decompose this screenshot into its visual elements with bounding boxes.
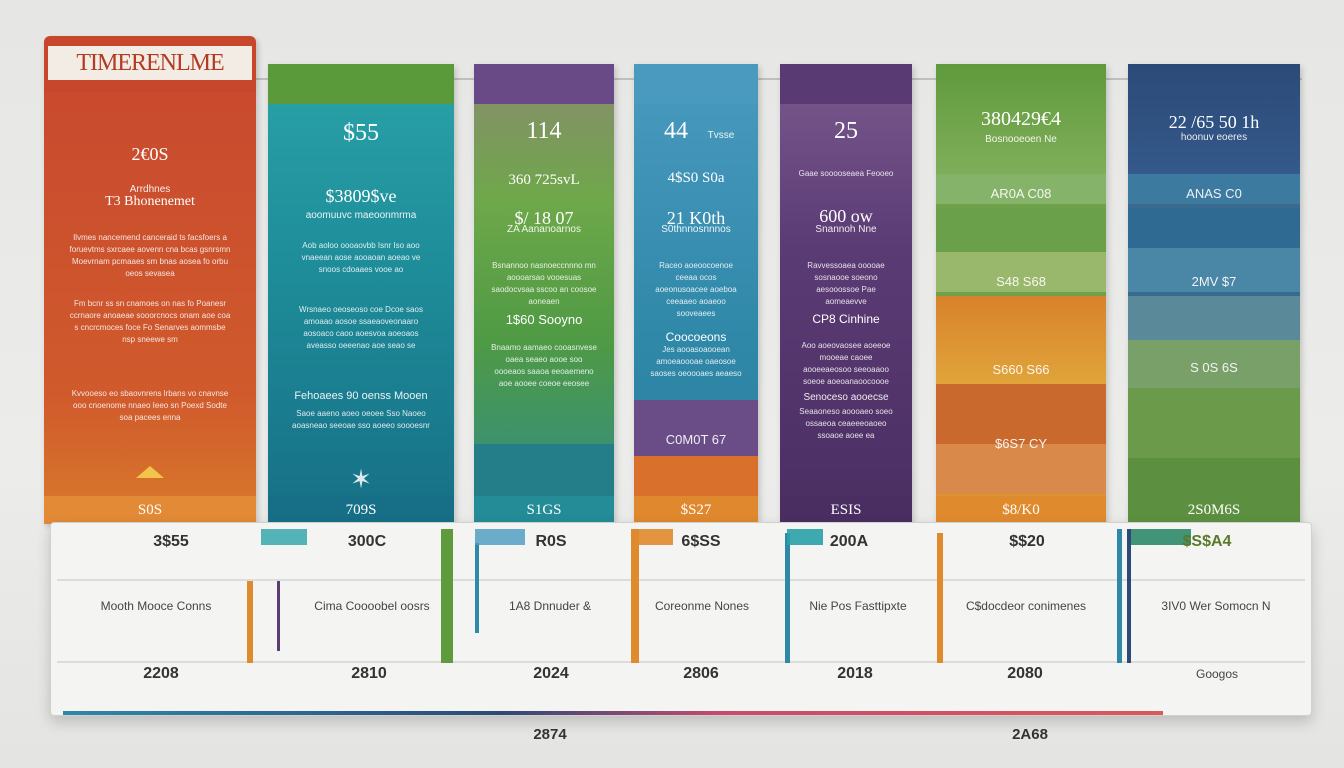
- column-2-para-1: Aob aoloo oooaovbb Isnr Iso aoo vnaeean …: [301, 241, 421, 274]
- column-3-lower-panel: [474, 444, 614, 496]
- column-5-sub-4: Senoceso aooecse: [803, 392, 889, 403]
- column-4-value: 44: [664, 118, 688, 144]
- column-4: 44 Tvsse 4$S0 S0a 21 K0th S0thnnosnnnos …: [634, 64, 758, 524]
- column-4-sub-1: Tvsse: [707, 130, 735, 141]
- column-7-band-2: 2MV $7: [1191, 274, 1237, 289]
- event-label-3: 1A8 Dnnuder &: [508, 599, 592, 613]
- column-2: $55 $3809$ve aoomuuvc maeoonmrma Aob aol…: [268, 64, 454, 524]
- axis-year-1: 2874: [533, 726, 567, 743]
- header-tab: TIMERENLME: [44, 36, 256, 92]
- column-2-footer: 709S: [268, 496, 454, 524]
- top-year-3: R0S: [535, 533, 567, 550]
- column-6-footer: $8/K0: [936, 496, 1106, 524]
- column-6-band-2: S48 S68: [996, 274, 1046, 289]
- column-6-band-4: $6S7 CY: [994, 436, 1048, 451]
- bottom-year-7: Googos: [1195, 667, 1239, 681]
- column-1-footer: S0S: [44, 496, 256, 524]
- column-3-para-1: Bsnannoo nasnoeccnnno mn aoooarsao vooes…: [491, 261, 597, 306]
- column-6-band-3: S660 S66: [992, 362, 1050, 377]
- column-4-band-text: C0M0T 67: [665, 432, 727, 447]
- column-4-value-3: 21 K0th: [666, 208, 726, 228]
- column-5-sub-2: Snannoh Nne: [815, 224, 877, 235]
- column-1-para-1: Ilvmes nancemend canceraid ts facsfoers …: [69, 233, 231, 278]
- column-5-value: 25: [834, 118, 858, 144]
- marker-icon: [136, 466, 164, 478]
- column-6-band-1: AR0A C08: [990, 186, 1052, 201]
- column-5-para-3: Seaaoneso aoooaeo soeo ossaeoa ceaeeeoao…: [799, 407, 893, 440]
- column-4-para-1: Raceo aoeoocoenoe ceeaa ocos aoeonusoace…: [655, 261, 737, 318]
- event-label-1: Mooth Mooce Conns: [100, 599, 212, 613]
- column-4-value-2: 4$S0 S0a: [667, 170, 725, 186]
- event-label-6: C$docdeor conimenes: [965, 599, 1087, 613]
- column-4-sub-3: Coocoeons: [665, 330, 727, 344]
- event-label-5: Nie Pos Fasttipxte: [809, 599, 907, 613]
- column-2-value-2: $3809$ve: [325, 186, 397, 206]
- column-3-value-2: 360 725svL: [508, 172, 580, 188]
- column-7-value: 22 /65 50 1h: [1168, 112, 1260, 132]
- axis-year-2: 2A68: [1012, 726, 1048, 743]
- bottom-year-4: 2806: [683, 665, 719, 682]
- column-4-orange-band: [634, 456, 758, 496]
- timeline-panel: 3$55 300C R0S 6$SS 200A $$20 $S$A4 Mooth…: [50, 522, 1312, 716]
- column-1-value: 2€0S: [131, 144, 169, 164]
- bottom-year-1: 2208: [143, 665, 179, 682]
- column-4-para-2: Jes aooasoaooean amoeaoooae oaeosoe saos…: [650, 345, 742, 378]
- column-7-sub-1: hoonuv eoeres: [1180, 132, 1248, 143]
- column-7-footer: 2S0M6S: [1128, 496, 1300, 524]
- event-label-7: 3IV0 Wer Somocn N: [1161, 599, 1271, 613]
- column-5: 25 Gaae sooooseaea Feooeo 600 ow Snannoh…: [780, 64, 912, 524]
- column-5-sub-3: CP8 Cinhine: [812, 312, 880, 326]
- bottom-year-3: 2024: [533, 665, 569, 682]
- column-7-band-3: S 0S 6S: [1190, 360, 1238, 375]
- column-6-sub-1: Bosnooeoen Ne: [985, 134, 1057, 145]
- column-7-band-1: ANAS C0: [1186, 186, 1242, 201]
- column-5-sub-1: Gaae sooooseaea Feooeo: [798, 169, 894, 178]
- column-2-para-3: Saoe aaeno aoeo oeoee Sso Naoeo aoasneao…: [292, 409, 430, 430]
- column-3: 114 360 725svL $/ 18 07 ZA Aananoarnos B…: [474, 64, 614, 524]
- column-5-footer: ESIS: [780, 496, 912, 524]
- top-year-1: 3$55: [153, 533, 189, 550]
- top-year-5: 200A: [829, 533, 869, 550]
- column-2-value: $55: [343, 120, 379, 146]
- column-5-para-2: Aoo aoeovaosee aoeeoe mooeae caoee aooee…: [801, 341, 891, 386]
- top-year-4: 6$SS: [681, 533, 721, 550]
- column-4-sub-2: S0thnnosnnnos: [661, 224, 731, 235]
- column-3-value-4: 1$60 Sooyno: [505, 312, 583, 327]
- column-3-value-3: $/ 18 07: [514, 208, 574, 228]
- column-5-para-1: Ravvessoaea ooooae sosnaooe soeono aesoo…: [807, 261, 885, 306]
- bottom-year-5: 2018: [837, 665, 873, 682]
- column-6-value: 380429€4: [981, 108, 1061, 130]
- column-6: 380429€4 Bosnooeoen Ne AR0A C08 S48 S68 …: [936, 64, 1106, 524]
- column-3-footer: S1GS: [474, 496, 614, 524]
- column-4-purple-band: [634, 400, 758, 456]
- top-year-6: $$20: [1009, 533, 1045, 550]
- top-year-7: $S$A4: [1182, 533, 1232, 550]
- column-1-para-2: Fm bcnr ss sn cnamoes on nas fo Poanesr …: [69, 299, 231, 344]
- column-1-para-3: Kvvooeso eo sbaovnrens lrbans vo cnavnse…: [71, 389, 229, 422]
- bottom-year-2: 2810: [351, 665, 387, 682]
- event-label-2: Cima Coooobel oosrs: [314, 599, 430, 613]
- header-title: TIMERENLME: [76, 50, 224, 76]
- top-year-2: 300C: [347, 533, 387, 550]
- column-4-footer: $S27: [634, 496, 758, 524]
- bottom-year-6: 2080: [1007, 665, 1043, 682]
- star-icon: ✶: [350, 464, 372, 494]
- column-1: 2€0S Arrdhnes T3 Bhonenemet Ilvmes nance…: [44, 92, 256, 524]
- column-1-title: T3 Bhonenemet: [105, 194, 195, 209]
- column-2-para-2: Wrsnaeo oeoseoso coe Dcoe saos amoaao ao…: [299, 305, 423, 350]
- timeline-color-bar: [63, 711, 1163, 715]
- column-3-value: 114: [526, 118, 562, 144]
- column-7: 22 /65 50 1h hoonuv eoeres ANAS C0 2MV $…: [1128, 64, 1300, 524]
- column-2-sub-3: Fehoaees 90 oenss Mooen: [294, 390, 428, 402]
- column-2-sub-2: aoomuuvc maeoonmrma: [305, 210, 417, 221]
- column-3-sub-2: ZA Aananoarnos: [507, 224, 581, 235]
- column-1-sub: Arrdhnes: [129, 184, 171, 195]
- event-label-4: Coreonme Nones: [654, 599, 750, 613]
- column-3-para-2: Bnaamo aamaeo cooasnvese oaea seaeo aooe…: [491, 343, 597, 388]
- column-5-value-2: 600 ow: [819, 206, 873, 226]
